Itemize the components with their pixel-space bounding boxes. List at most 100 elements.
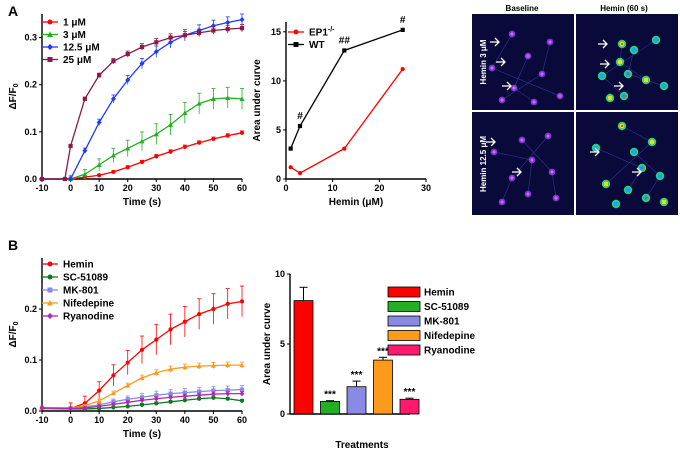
x-axis-label: Time (s) xyxy=(123,429,161,440)
data-point xyxy=(125,404,130,409)
y-tick-label: 0.3 xyxy=(24,33,37,43)
data-point xyxy=(110,390,116,396)
data-point xyxy=(400,27,405,32)
white-arrow-icon xyxy=(614,81,624,91)
data-point xyxy=(211,388,216,393)
neurite xyxy=(527,159,533,195)
white-arrow-icon xyxy=(496,57,506,67)
micro-col-title-hemin: Hemin (60 s) xyxy=(600,4,648,13)
data-point xyxy=(225,390,231,397)
legend-label: 25 μM xyxy=(63,55,91,66)
neuron-cell-core xyxy=(532,100,536,104)
data-point xyxy=(197,140,202,145)
x-tick-label: -10 xyxy=(35,183,48,193)
y-tick-label: 0.0 xyxy=(24,406,37,416)
micro-col-title-baseline: Baseline xyxy=(506,4,539,13)
neurite xyxy=(601,39,657,77)
x-tick-label: 50 xyxy=(208,183,218,193)
data-point xyxy=(82,96,87,101)
neuron-cell-core xyxy=(490,66,494,70)
data-point xyxy=(239,26,245,31)
series-line xyxy=(290,68,404,174)
series-line xyxy=(41,393,242,410)
data-point xyxy=(225,19,231,26)
x-axis-label: Time (s) xyxy=(123,197,161,208)
legend-marker xyxy=(47,19,53,25)
data-point xyxy=(182,144,187,150)
neuron-cell-core xyxy=(526,54,530,58)
chart-b1-treatment-time-course: -10 0 10 20 30 40 50 60 0.0 0.1 0.2 Time (s) ΔF/F0 He… xyxy=(8,258,247,440)
neurite xyxy=(619,61,647,81)
data-point xyxy=(153,396,159,402)
data-point xyxy=(97,388,102,393)
neuron-cell-core xyxy=(593,145,599,151)
x-tick-label: 40 xyxy=(180,415,190,425)
data-point xyxy=(168,39,174,45)
significance-label: *** xyxy=(377,346,389,357)
neurite xyxy=(511,135,549,179)
y-axis-label: ΔF/F0 xyxy=(8,83,20,109)
neuron-cell-core xyxy=(530,158,534,162)
data-point xyxy=(211,136,216,142)
data-point xyxy=(168,394,174,400)
data-point xyxy=(82,405,88,411)
data-point xyxy=(182,364,188,370)
y-tick-label: 0.0 xyxy=(24,174,37,184)
white-arrow-icon xyxy=(632,167,642,177)
panel-label-b: B xyxy=(8,237,18,253)
legend-label: 12.5 μM xyxy=(63,43,100,54)
neurite xyxy=(633,151,661,177)
data-point xyxy=(182,398,187,403)
series-line xyxy=(42,388,243,409)
data-point xyxy=(168,391,173,396)
neuron-cell-hotspot xyxy=(626,72,630,76)
neuron-cell-core xyxy=(599,73,605,79)
legend-label: 1 μM xyxy=(63,18,86,29)
legend-label: WT xyxy=(309,40,325,51)
data-point xyxy=(125,399,131,406)
data-point xyxy=(225,362,231,368)
legend-marker xyxy=(47,43,53,51)
bar-sc-51089 xyxy=(320,400,340,415)
data-point xyxy=(125,360,130,365)
white-arrow-icon xyxy=(502,81,512,91)
data-point xyxy=(239,96,245,101)
data-point xyxy=(342,146,347,151)
x-tick-label: 50 xyxy=(208,415,218,425)
data-point xyxy=(125,145,131,151)
y-tick-label: 5 xyxy=(280,339,285,349)
neuron-cell-core xyxy=(625,187,631,193)
white-arrow-icon xyxy=(486,137,496,147)
data-point xyxy=(168,399,173,404)
x-tick-label: 0 xyxy=(283,183,288,193)
neuron-cell-core xyxy=(661,83,667,89)
data-point xyxy=(139,375,145,380)
y-axis-label: Area under curve xyxy=(252,59,263,142)
legend-label: SC-51089 xyxy=(63,273,108,284)
data-point xyxy=(111,373,116,378)
significance-label: *** xyxy=(404,387,416,398)
y-tick-label: 15 xyxy=(271,27,281,37)
data-point xyxy=(400,67,405,72)
data-point xyxy=(225,301,230,306)
legend-marker xyxy=(47,57,53,62)
neuron-cell-core xyxy=(613,201,619,207)
data-point xyxy=(239,362,245,368)
y-axis-label-subscript: 0 xyxy=(13,83,20,87)
data-point xyxy=(197,30,202,35)
legend-marker xyxy=(47,299,53,306)
neuron-cell-core xyxy=(657,173,663,179)
neuron-cell-core xyxy=(548,40,552,44)
neuron-cell-core xyxy=(661,199,667,205)
neuron-cell-core xyxy=(512,86,516,90)
legend-marker xyxy=(293,42,299,47)
neuron-cell-core xyxy=(631,47,637,53)
neurite xyxy=(551,171,557,199)
data-point xyxy=(239,387,245,392)
neuron-cell-core xyxy=(540,72,544,76)
data-point xyxy=(96,162,102,167)
legend-label: Ryanodine xyxy=(424,346,476,357)
neurite xyxy=(501,73,543,101)
x-tick-label: 20 xyxy=(123,183,133,193)
data-point xyxy=(139,395,145,400)
